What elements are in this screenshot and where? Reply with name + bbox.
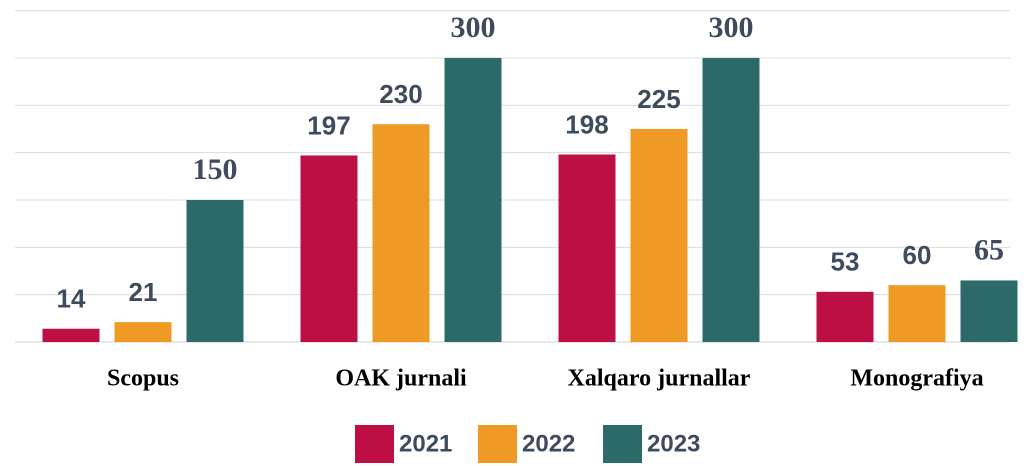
data-label: 60 [903, 240, 932, 270]
legend-swatch [355, 425, 394, 463]
bar [300, 155, 358, 342]
data-label: 300 [451, 11, 496, 44]
data-label: 300 [709, 11, 754, 44]
bar [114, 322, 172, 342]
data-label: 230 [379, 79, 422, 109]
bar [558, 154, 616, 342]
bar [888, 285, 946, 342]
legend-label: 2021 [399, 430, 452, 457]
bar [630, 128, 688, 342]
data-label: 53 [831, 247, 860, 277]
data-label: 21 [129, 277, 158, 307]
legend-swatch [478, 425, 517, 463]
x-tick-label: Scopus [107, 366, 179, 392]
x-tick-label: Monografiya [850, 366, 983, 392]
x-tick-label: Xalqaro jurnallar [568, 366, 751, 392]
data-label: 225 [637, 84, 680, 114]
bar [702, 57, 760, 342]
bar [444, 57, 502, 342]
bar [186, 199, 244, 342]
legend-label: 2023 [647, 430, 700, 457]
data-label: 65 [974, 233, 1004, 266]
data-label: 14 [57, 284, 86, 314]
bar [42, 328, 100, 342]
bar [816, 291, 874, 342]
bar [960, 280, 1018, 342]
data-label: 150 [193, 153, 238, 186]
data-label: 198 [565, 109, 608, 139]
bar [372, 124, 430, 342]
x-tick-label: OAK jurnali [335, 366, 467, 392]
data-label: 197 [307, 110, 350, 140]
legend-label: 2022 [522, 430, 575, 457]
legend-swatch [603, 425, 642, 463]
